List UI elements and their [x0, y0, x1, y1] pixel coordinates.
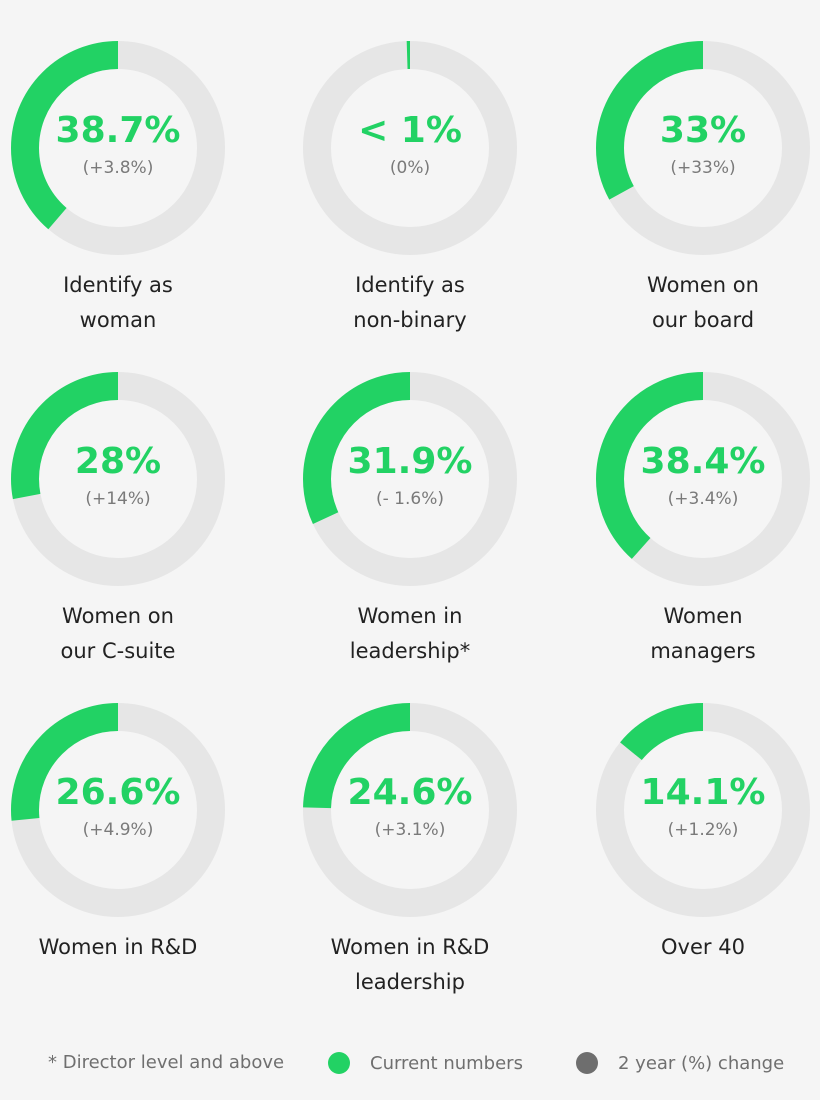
donut-change-label: (+3.8%): [82, 158, 154, 178]
donut-value-arc: [303, 703, 517, 917]
donut-caption: Women in R&D leadership: [280, 930, 540, 1000]
donut-card: 24.6% (+3.1%) Women in R&D leadership: [280, 702, 540, 1032]
donut-caption-line: Women in R&D: [330, 935, 490, 959]
donut-center: 14.1% (+1.2%): [595, 702, 811, 918]
donut-center: 31.9% (- 1.6%): [302, 371, 518, 587]
donut-value-label: 24.6%: [347, 772, 473, 813]
donut-card: < 1% (0%) Identify as non-binary: [280, 40, 540, 370]
donut-card: 38.4% (+3.4%) Women managers: [573, 371, 820, 701]
donut-caption: Women on our C-suite: [0, 599, 248, 669]
donut-caption-line: our board: [651, 308, 755, 332]
change-dot-icon: [576, 1052, 598, 1074]
donut-center: 38.4% (+3.4%): [595, 371, 811, 587]
donut-caption-line: leadership*: [349, 639, 471, 663]
donut-value-label: 28%: [74, 441, 162, 482]
current-dot-icon: [328, 1052, 350, 1074]
donut-value-label: 38.7%: [55, 110, 181, 151]
donut-chart: [595, 371, 811, 587]
donut-center: 24.6% (+3.1%): [302, 702, 518, 918]
donut-caption-line: Identify as: [355, 273, 465, 297]
donut-svg: [303, 703, 517, 917]
donut-chart: [302, 40, 518, 256]
donut-svg: [11, 41, 225, 255]
donut-value-label: 26.6%: [55, 772, 181, 813]
donut-change-label: (+4.9%): [82, 820, 154, 840]
donut-caption: Over 40: [573, 930, 820, 965]
donut-card: 38.7% (+3.8%) Identify as woman: [0, 40, 248, 370]
donut-card: 33% (+33%) Women on our board: [573, 40, 820, 370]
donut-center: 38.7% (+3.8%): [10, 40, 226, 256]
legend-current-label: Current numbers: [370, 1052, 523, 1074]
donut-grid: 38.7% (+3.8%) Identify as woman < 1% (0%) Iden…: [0, 40, 820, 1032]
footnote-text: * Director level and above: [48, 1052, 285, 1073]
donut-caption: Women managers: [573, 599, 820, 669]
legend: * Director level and above Current numbe…: [0, 1046, 820, 1082]
donut-card: 14.1% (+1.2%) Over 40: [573, 702, 820, 1032]
donut-caption-line: leadership: [355, 970, 465, 994]
donut-caption-line: Women on: [647, 273, 759, 297]
donut-change-label: (+1.2%): [667, 820, 739, 840]
donut-value-arc: [11, 372, 225, 586]
donut-center: 33% (+33%): [595, 40, 811, 256]
legend-footnote: * Director level and above: [48, 1052, 284, 1073]
donut-caption-line: non-binary: [353, 308, 467, 332]
donut-caption-line: Women in R&D: [38, 935, 198, 959]
donut-svg: [596, 703, 810, 917]
donut-caption: Identify as non-binary: [280, 268, 540, 338]
donut-chart: [302, 371, 518, 587]
donut-value-label: < 1%: [358, 110, 462, 151]
donut-caption-line: Women: [663, 604, 743, 628]
donut-svg: [303, 372, 517, 586]
donut-caption: Women in R&D: [0, 930, 248, 965]
donut-chart: [302, 702, 518, 918]
donut-center: 26.6% (+4.9%): [10, 702, 226, 918]
donut-value-arc: [11, 703, 225, 917]
donut-center: < 1% (0%): [302, 40, 518, 256]
donut-value-label: 14.1%: [640, 772, 766, 813]
donut-value-label: 38.4%: [640, 441, 766, 482]
donut-chart: [595, 40, 811, 256]
donut-caption-line: Over 40: [661, 935, 745, 959]
donut-caption-line: Women in: [357, 604, 463, 628]
donut-card: 26.6% (+4.9%) Women in R&D: [0, 702, 248, 1032]
donut-value-arc: [303, 41, 517, 255]
donut-chart: [595, 702, 811, 918]
donut-value-arc: [11, 41, 225, 255]
donut-change-label: (0%): [389, 158, 431, 178]
legend-change: 2 year (%) change: [576, 1052, 784, 1074]
donut-caption-line: Identify as: [63, 273, 173, 297]
donut-change-label: (+3.4%): [667, 489, 739, 509]
donut-card: 31.9% (- 1.6%) Women in leadership*: [280, 371, 540, 701]
donut-svg: [596, 41, 810, 255]
donut-value-label: 31.9%: [347, 441, 473, 482]
donut-svg: [303, 41, 517, 255]
donut-chart: [10, 371, 226, 587]
donut-value-arc: [596, 703, 810, 917]
donut-caption: Women in leadership*: [280, 599, 540, 669]
legend-change-label: 2 year (%) change: [618, 1052, 785, 1074]
donut-value-arc: [303, 372, 517, 586]
donut-card: 28% (+14%) Women on our C-suite: [0, 371, 248, 701]
donut-chart: [10, 40, 226, 256]
donut-svg: [11, 703, 225, 917]
donut-change-label: (+14%): [85, 489, 151, 509]
donut-change-label: (+3.1%): [374, 820, 446, 840]
donut-value-arc: [596, 372, 810, 586]
donut-svg: [11, 372, 225, 586]
donut-chart: [10, 702, 226, 918]
donut-caption: Identify as woman: [0, 268, 248, 338]
donut-center: 28% (+14%): [10, 371, 226, 587]
legend-current: Current numbers: [328, 1052, 523, 1074]
donut-caption-line: managers: [650, 639, 756, 663]
donut-change-label: (+33%): [670, 158, 736, 178]
donut-caption-line: woman: [79, 308, 157, 332]
donut-svg: [596, 372, 810, 586]
donut-value-label: 33%: [659, 110, 747, 151]
donut-caption-line: our C-suite: [60, 639, 176, 663]
donut-caption: Women on our board: [573, 268, 820, 338]
donut-change-label: (- 1.6%): [376, 489, 444, 509]
donut-value-arc: [596, 41, 810, 255]
donut-caption-line: Women on: [62, 604, 174, 628]
